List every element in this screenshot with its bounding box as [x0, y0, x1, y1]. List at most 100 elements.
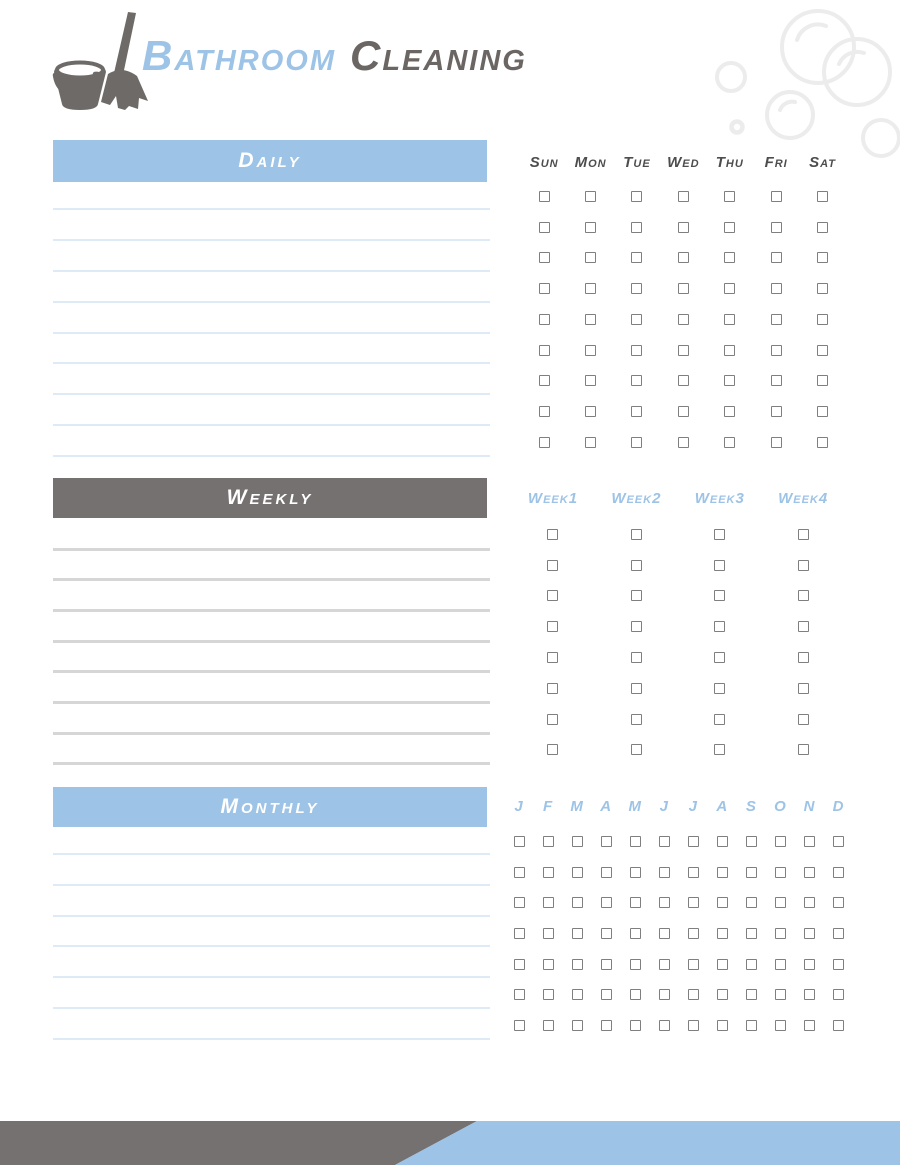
weekly-checkbox-week1-row2[interactable] — [547, 559, 559, 571]
daily-checkbox-fri-row5[interactable] — [770, 313, 782, 325]
monthly-checkbox-a-row1[interactable] — [600, 835, 612, 847]
monthly-checkbox-f-row3[interactable] — [542, 897, 554, 909]
monthly-checkbox-d-row5[interactable] — [833, 958, 845, 970]
daily-checkbox-wed-row4[interactable] — [677, 283, 689, 295]
monthly-checkbox-m-row5[interactable] — [629, 958, 641, 970]
monthly-checkbox-a-row3[interactable] — [600, 897, 612, 909]
daily-checkbox-sat-row7[interactable] — [817, 375, 829, 387]
daily-checkbox-sun-row4[interactable] — [538, 283, 550, 295]
monthly-checkbox-a-row4[interactable] — [716, 927, 728, 939]
daily-checkbox-wed-row5[interactable] — [677, 313, 689, 325]
weekly-checkbox-week2-row8[interactable] — [630, 744, 642, 756]
daily-checkbox-sat-row8[interactable] — [817, 406, 829, 418]
monthly-checkbox-s-row5[interactable] — [745, 958, 757, 970]
weekly-checkbox-week2-row7[interactable] — [630, 713, 642, 725]
monthly-checkbox-o-row3[interactable] — [774, 897, 786, 909]
monthly-checkbox-f-row4[interactable] — [542, 927, 554, 939]
monthly-checkbox-j-row5[interactable] — [658, 958, 670, 970]
weekly-checkbox-week3-row4[interactable] — [714, 621, 726, 633]
monthly-checkbox-d-row6[interactable] — [833, 989, 845, 1001]
monthly-checkbox-s-row2[interactable] — [745, 866, 757, 878]
monthly-checkbox-m-row4[interactable] — [571, 927, 583, 939]
monthly-checkbox-j-row7[interactable] — [658, 1019, 670, 1031]
daily-checkbox-mon-row2[interactable] — [585, 221, 597, 233]
daily-checkbox-sun-row7[interactable] — [538, 375, 550, 387]
daily-checkbox-wed-row2[interactable] — [677, 221, 689, 233]
weekly-checkbox-week4-row4[interactable] — [797, 621, 809, 633]
daily-checkbox-sun-row3[interactable] — [538, 252, 550, 264]
daily-checkbox-tue-row2[interactable] — [631, 221, 643, 233]
monthly-checkbox-j-row2[interactable] — [687, 866, 699, 878]
monthly-checkbox-a-row7[interactable] — [716, 1019, 728, 1031]
monthly-checkbox-n-row7[interactable] — [803, 1019, 815, 1031]
monthly-checkbox-f-row6[interactable] — [542, 989, 554, 1001]
daily-checkbox-thu-row9[interactable] — [724, 436, 736, 448]
monthly-checkbox-j-row3[interactable] — [687, 897, 699, 909]
daily-checkbox-mon-row3[interactable] — [585, 252, 597, 264]
daily-checkbox-sun-row8[interactable] — [538, 406, 550, 418]
daily-checkbox-tue-row9[interactable] — [631, 436, 643, 448]
daily-checkbox-thu-row1[interactable] — [724, 190, 736, 202]
daily-checkbox-fri-row3[interactable] — [770, 252, 782, 264]
monthly-checkbox-d-row2[interactable] — [833, 866, 845, 878]
monthly-checkbox-a-row2[interactable] — [716, 866, 728, 878]
weekly-checkbox-week4-row7[interactable] — [797, 713, 809, 725]
weekly-checkbox-week2-row5[interactable] — [630, 652, 642, 664]
monthly-checkbox-m-row2[interactable] — [629, 866, 641, 878]
daily-checkbox-sun-row5[interactable] — [538, 313, 550, 325]
monthly-checkbox-a-row7[interactable] — [600, 1019, 612, 1031]
monthly-checkbox-j-row1[interactable] — [513, 835, 525, 847]
monthly-checkbox-j-row6[interactable] — [658, 989, 670, 1001]
daily-checkbox-sun-row1[interactable] — [538, 190, 550, 202]
monthly-checkbox-n-row2[interactable] — [803, 866, 815, 878]
weekly-checkbox-week3-row8[interactable] — [714, 744, 726, 756]
monthly-checkbox-m-row1[interactable] — [571, 835, 583, 847]
daily-checkbox-sun-row6[interactable] — [538, 344, 550, 356]
daily-checkbox-sun-row2[interactable] — [538, 221, 550, 233]
daily-checkbox-tue-row6[interactable] — [631, 344, 643, 356]
daily-checkbox-sat-row6[interactable] — [817, 344, 829, 356]
monthly-checkbox-j-row5[interactable] — [513, 958, 525, 970]
daily-checkbox-fri-row6[interactable] — [770, 344, 782, 356]
monthly-checkbox-s-row6[interactable] — [745, 989, 757, 1001]
weekly-checkbox-week3-row6[interactable] — [714, 682, 726, 694]
daily-checkbox-sat-row1[interactable] — [817, 190, 829, 202]
monthly-checkbox-j-row1[interactable] — [687, 835, 699, 847]
weekly-checkbox-week1-row5[interactable] — [547, 652, 559, 664]
monthly-checkbox-j-row2[interactable] — [658, 866, 670, 878]
daily-checkbox-wed-row6[interactable] — [677, 344, 689, 356]
daily-checkbox-fri-row9[interactable] — [770, 436, 782, 448]
daily-checkbox-fri-row7[interactable] — [770, 375, 782, 387]
monthly-checkbox-a-row1[interactable] — [716, 835, 728, 847]
monthly-checkbox-f-row1[interactable] — [542, 835, 554, 847]
weekly-checkbox-week4-row2[interactable] — [797, 559, 809, 571]
monthly-checkbox-n-row5[interactable] — [803, 958, 815, 970]
monthly-checkbox-j-row7[interactable] — [513, 1019, 525, 1031]
daily-checkbox-sat-row2[interactable] — [817, 221, 829, 233]
monthly-checkbox-j-row5[interactable] — [687, 958, 699, 970]
monthly-checkbox-j-row1[interactable] — [658, 835, 670, 847]
daily-checkbox-sat-row3[interactable] — [817, 252, 829, 264]
weekly-checkbox-week2-row1[interactable] — [630, 528, 642, 540]
daily-checkbox-tue-row3[interactable] — [631, 252, 643, 264]
daily-checkbox-wed-row7[interactable] — [677, 375, 689, 387]
monthly-checkbox-j-row6[interactable] — [687, 989, 699, 1001]
daily-checkbox-tue-row7[interactable] — [631, 375, 643, 387]
weekly-checkbox-week1-row1[interactable] — [547, 528, 559, 540]
monthly-checkbox-m-row6[interactable] — [629, 989, 641, 1001]
weekly-checkbox-week4-row5[interactable] — [797, 652, 809, 664]
monthly-checkbox-m-row7[interactable] — [571, 1019, 583, 1031]
daily-checkbox-tue-row4[interactable] — [631, 283, 643, 295]
monthly-checkbox-j-row6[interactable] — [513, 989, 525, 1001]
monthly-checkbox-o-row2[interactable] — [774, 866, 786, 878]
monthly-checkbox-o-row7[interactable] — [774, 1019, 786, 1031]
monthly-checkbox-f-row5[interactable] — [542, 958, 554, 970]
monthly-checkbox-o-row4[interactable] — [774, 927, 786, 939]
weekly-checkbox-week3-row2[interactable] — [714, 559, 726, 571]
monthly-checkbox-j-row4[interactable] — [687, 927, 699, 939]
daily-checkbox-tue-row5[interactable] — [631, 313, 643, 325]
monthly-checkbox-d-row7[interactable] — [833, 1019, 845, 1031]
daily-checkbox-fri-row2[interactable] — [770, 221, 782, 233]
weekly-checkbox-week3-row7[interactable] — [714, 713, 726, 725]
daily-checkbox-sun-row9[interactable] — [538, 436, 550, 448]
